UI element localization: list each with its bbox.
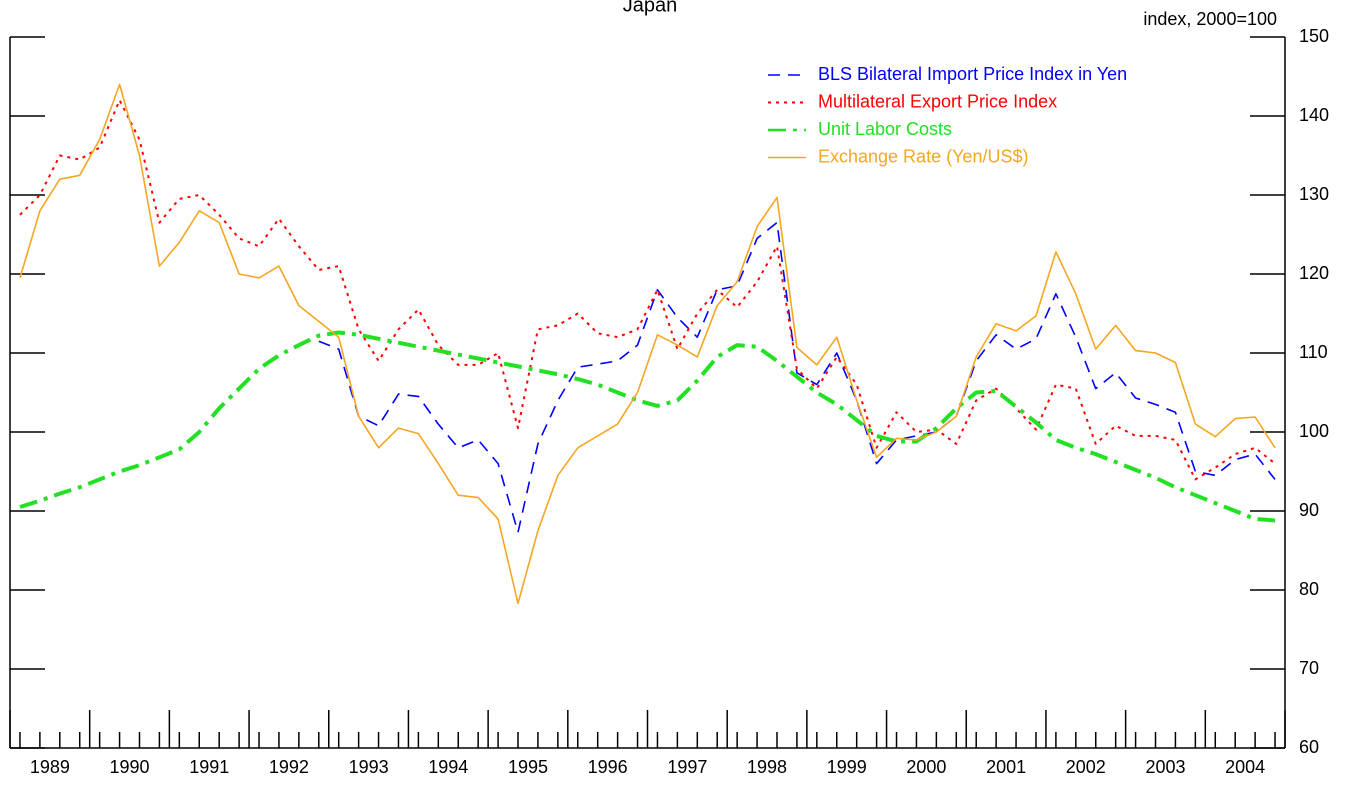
y-tick-label: 100 [1299,421,1329,441]
y-tick-label: 150 [1299,26,1329,46]
x-tick-label: 1994 [428,757,468,777]
y-tick-label: 120 [1299,263,1329,283]
legend-label: Exchange Rate (Yen/US$) [818,146,1028,166]
x-tick-label: 2002 [1066,757,1106,777]
y-tick-label: 110 [1299,342,1328,362]
x-tick-label: 1990 [110,757,150,777]
series-line [19,83,1276,605]
x-tick-label: 2001 [986,757,1026,777]
x-tick-label: 1999 [827,757,867,777]
legend-label: Multilateral Export Price Index [818,91,1057,111]
y-axis-label: index, 2000=100 [1143,9,1277,29]
y-tick-label: 130 [1299,184,1329,204]
x-tick-label: 1996 [588,757,628,777]
y-tick-label: 140 [1299,105,1329,125]
y-tick-label: 60 [1299,737,1319,757]
x-tick-label: 1997 [667,757,707,777]
x-tick-label: 2004 [1225,757,1265,777]
x-tick-label: 1991 [189,757,229,777]
legend-label: Unit Labor Costs [818,119,952,139]
series-line [318,221,1276,534]
x-tick-label: 1995 [508,757,548,777]
series-line [19,330,1276,523]
x-tick-label: 1992 [269,757,309,777]
x-tick-label: 2003 [1145,757,1185,777]
x-tick-label: 2000 [906,757,946,777]
x-tick-label: 1989 [30,757,70,777]
x-tick-label: 1993 [349,757,389,777]
y-tick-label: 90 [1299,500,1319,520]
legend-label: BLS Bilateral Import Price Index in Yen [818,64,1127,84]
x-tick-label: 1998 [747,757,787,777]
y-tick-label: 70 [1299,658,1319,678]
series-line [19,99,1276,481]
y-tick-label: 80 [1299,579,1319,599]
chart-title: Japan [623,0,678,16]
